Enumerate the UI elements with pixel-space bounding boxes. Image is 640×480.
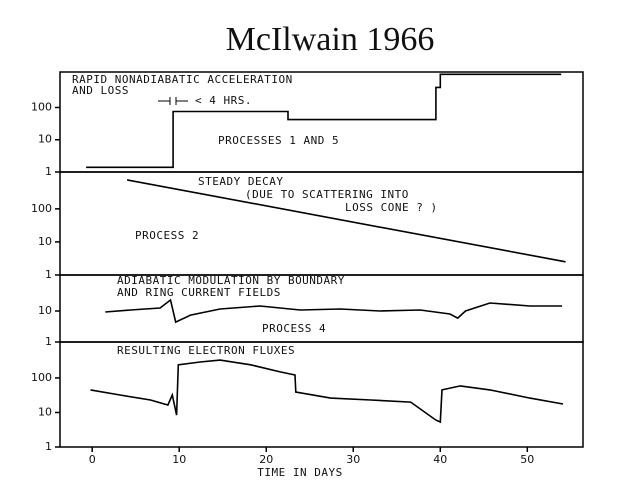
y-tick-label: 1 (45, 335, 52, 348)
x-tick-label: 50 (520, 453, 534, 466)
x-tick-label: 40 (433, 453, 447, 466)
x-tick-label: 30 (346, 453, 360, 466)
y-tick-label: 10 (38, 405, 52, 418)
annotation: RAPID NONADIABATIC ACCELERATION (72, 73, 293, 86)
interval-arrows (158, 97, 188, 105)
x-axis-label: TIME IN DAYS (257, 466, 342, 479)
annotation: AND LOSS (72, 84, 129, 97)
panel-frame (59, 341, 584, 448)
y-tick-label: 1 (45, 165, 52, 178)
annotation: LOSS CONE ? ) (345, 201, 438, 214)
x-tick-label: 10 (172, 453, 186, 466)
data-line (126, 179, 566, 263)
annotation: RESULTING ELECTRON FLUXES (117, 344, 295, 357)
y-tick-label: 10 (38, 235, 52, 248)
annotation: < 4 HRS. (195, 94, 252, 107)
annotation: PROCESSES 1 AND 5 (218, 134, 339, 147)
data-line (86, 73, 562, 169)
y-tick-label: 10 (38, 304, 52, 317)
annotation: ADIABATIC MODULATION BY BOUNDARY (117, 274, 345, 287)
annotation: AND RING CURRENT FIELDS (117, 286, 281, 299)
x-tick-label: 20 (259, 453, 273, 466)
annotation: PROCESS 4 (262, 322, 326, 335)
annotation: PROCESS 2 (135, 229, 199, 242)
y-tick-label: 10 (38, 133, 52, 146)
x-tick-label: 0 (89, 453, 96, 466)
y-tick-label: 1 (45, 268, 52, 281)
y-tick-label: 100 (31, 100, 52, 113)
data-line (105, 298, 563, 324)
y-tick-label: 100 (31, 371, 52, 384)
y-tick-label: 100 (31, 202, 52, 215)
annotation: STEADY DECAY (198, 175, 283, 188)
data-line (90, 359, 564, 424)
panel-frame (59, 71, 584, 173)
y-tick-label: 1 (45, 440, 52, 453)
figure-title: McIlwain 1966 (226, 21, 435, 58)
annotation: (DUE TO SCATTERING INTO (245, 188, 409, 201)
